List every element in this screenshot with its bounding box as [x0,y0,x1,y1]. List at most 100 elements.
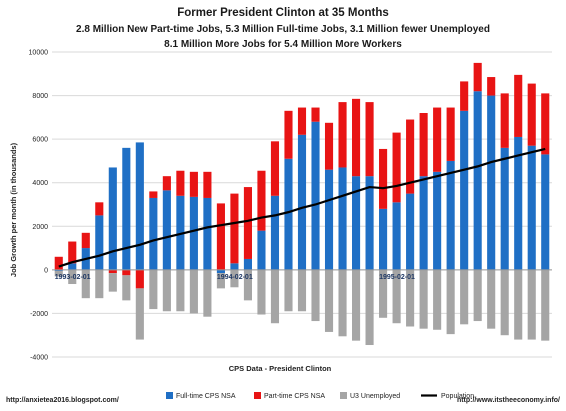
part-time-cps-nsa-bar [216,203,225,270]
full-time-cps-nsa-bar [338,167,347,270]
legend-swatch [254,392,261,399]
part-time-cps-nsa-bar [135,269,144,289]
part-time-cps-nsa-bar [122,269,131,276]
u3-unemployed-bar [324,269,334,332]
legend-label: U3 Unemployed [350,393,400,400]
part-time-cps-nsa-bar [352,98,361,177]
part-time-cps-nsa-bar [54,256,63,270]
u3-unemployed-bar [108,273,117,292]
legend-swatch [166,392,173,399]
part-time-cps-nsa-bar [500,93,509,148]
source-right: http://www.itstheeconomy.info/ [457,397,560,404]
part-time-cps-nsa-bar [324,122,334,170]
u3-unemployed-bar [419,269,428,329]
full-time-cps-nsa-bar [311,121,320,270]
full-time-cps-nsa-bar [162,190,171,270]
full-time-cps-nsa-bar [365,176,374,270]
full-time-cps-nsa-bar [406,193,415,270]
part-time-cps-nsa-bar [446,107,455,161]
chart-title: Former President Clinton at 35 Months [177,7,389,19]
part-time-cps-nsa-bar [297,107,307,135]
y-tick-label: 0 [44,267,48,274]
part-time-cps-nsa-bar [284,110,293,159]
part-time-cps-nsa-bar [108,269,117,274]
full-time-cps-nsa-bar [297,134,307,270]
u3-unemployed-bar [257,269,266,315]
full-time-cps-nsa-bar [95,215,104,270]
part-time-cps-nsa-bar [473,62,482,92]
part-time-cps-nsa-bar [176,170,185,196]
u3-unemployed-bar [514,269,523,340]
u3-unemployed-bar [81,269,90,299]
part-time-cps-nsa-bar [81,232,90,249]
full-time-cps-nsa-bar [352,176,361,270]
full-time-cps-nsa-bar [270,195,280,270]
full-time-cps-nsa-bar [68,263,77,270]
full-time-cps-nsa-bar [122,147,131,270]
full-time-cps-nsa-bar [203,197,212,270]
u3-unemployed-bar [311,269,320,322]
y-tick-label: -4000 [30,355,48,362]
y-tick-label: 8000 [32,93,48,100]
full-time-cps-nsa-bar [379,208,388,270]
full-time-cps-nsa-bar [487,95,496,270]
u3-unemployed-bar [365,269,374,346]
part-time-cps-nsa-bar [68,241,77,264]
part-time-cps-nsa-bar [149,191,158,198]
part-time-cps-nsa-bar [243,187,252,259]
u3-unemployed-bar [135,288,144,340]
y-tick-label: -2000 [30,311,48,318]
x-axis-title: CPS Data - President Clinton [229,364,332,373]
u3-unemployed-bar [500,269,509,336]
part-time-cps-nsa-bar [203,171,212,198]
part-time-cps-nsa-bar [270,141,280,196]
part-time-cps-nsa-bar [392,132,401,203]
full-time-cps-nsa-bar [419,176,428,270]
u3-unemployed-bar [433,269,442,330]
u3-unemployed-bar [338,269,347,337]
u3-unemployed-bar [392,269,401,324]
part-time-cps-nsa-bar [487,77,496,96]
u3-unemployed-bar [527,269,536,340]
u3-unemployed-bar [203,269,212,317]
full-time-cps-nsa-bar [257,230,266,270]
date-label: 1995-02-01 [379,274,415,281]
u3-unemployed-bar [297,269,307,312]
u3-unemployed-bar [446,269,455,335]
population-series-line [58,147,546,268]
y-axis-ticks: -4000 -2000 0 2000 4000 6000 8000 10000 [29,50,49,362]
full-time-cps-nsa-bar [149,197,158,270]
part-time-cps-nsa-bar [433,107,442,172]
full-time-cps-nsa-bar [541,154,550,270]
part-time-cps-nsa-bar [527,83,536,146]
u3-unemployed-bar [189,269,198,314]
part-time-cps-nsa-bar [95,202,104,216]
full-time-cps-nsa-bar [189,196,198,270]
u3-unemployed-bar [379,269,388,318]
full-time-cps-nsa-bar [230,263,239,270]
full-time-cps-nsa-bar [135,142,144,270]
full-time-cps-nsa-bar [54,269,63,271]
full-time-cps-nsa-bar [446,160,455,270]
u3-unemployed-bar [406,269,415,327]
part-time-cps-nsa-bar [189,171,198,197]
full-time-cps-nsa-bar [284,158,293,270]
legend-label: Full-time CPS NSA [176,393,236,400]
u3-unemployed-bar [216,273,225,289]
full-time-cps-nsa-bar [216,269,225,274]
full-time-cps-nsa-bar [433,171,442,270]
y-tick-label: 4000 [32,180,48,187]
y-tick-label: 10000 [29,50,49,57]
full-time-cps-nsa-bar [460,110,469,270]
full-time-cps-nsa-bar [527,145,536,270]
u3-unemployed-bar [122,275,131,301]
part-time-cps-nsa-bar [162,176,171,191]
part-time-cps-nsa-bar [230,193,239,264]
full-time-cps-nsa-bar [473,91,482,270]
date-label: 1994-02-01 [217,274,253,281]
y-axis-title: Job Growth per month (in thousands) [9,142,18,277]
legend: Full-time CPS NSA Part-time CPS NSA U3 Une… [166,392,474,400]
part-time-cps-nsa-bar [311,107,320,122]
legend-swatch [340,392,347,399]
